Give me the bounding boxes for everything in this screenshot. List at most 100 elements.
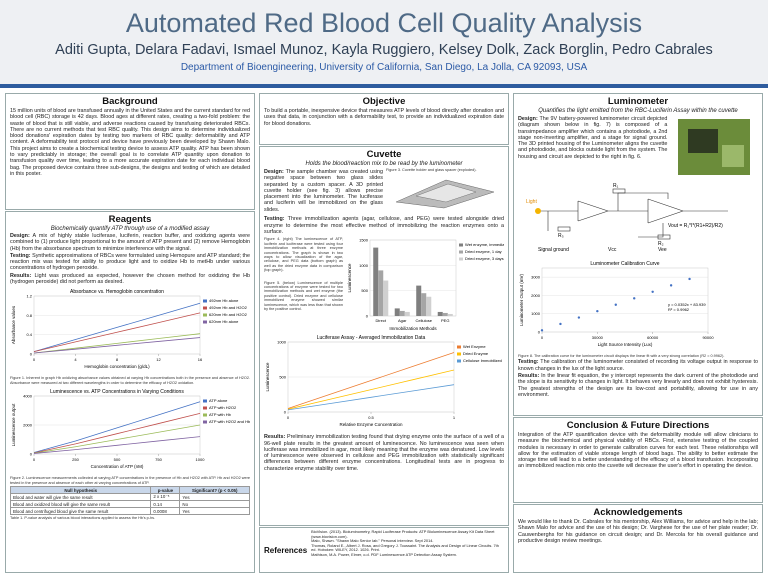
label: Results: <box>264 434 286 441</box>
x-tick-label: 750 <box>155 457 162 462</box>
title: Automated Red Blood Cell Quality Analysi… <box>125 8 643 38</box>
y-tick-label: 0 <box>30 452 33 457</box>
legend-label: Wet Enzyme <box>463 344 486 349</box>
text: The 9V battery-powered luminometer circu… <box>518 116 668 160</box>
x-axis-label: Relative Enzyme Concentration <box>339 422 403 427</box>
legend-label: Dried enzyme, 1 day <box>465 249 502 254</box>
y-tick-label: 0 <box>538 330 541 335</box>
reference-list: BioVision. (2013). Bioluminometry, Rapid… <box>311 529 504 570</box>
x-tick-label: 0 <box>33 357 36 362</box>
x-tick-label: 30000 <box>592 335 604 340</box>
chart-title: Luminescence vs. ATP Concentrations in V… <box>50 389 184 395</box>
x-tick-label: 4 <box>74 357 77 362</box>
legend-label: Vee <box>658 247 667 253</box>
x-tick-label: 250 <box>72 457 79 462</box>
y-tick-label: 0.8 <box>26 313 32 318</box>
td: 0.0008 <box>150 507 181 515</box>
chart-title: Luciferase Assay - Averaged Immobilizati… <box>317 335 426 341</box>
x-tick-label: 8 <box>116 357 119 362</box>
y-tick-label: 500 <box>279 375 286 380</box>
body: To build a portable, inexpensive device … <box>264 108 504 127</box>
legend-swatch <box>459 243 463 247</box>
paragraph: Design: The 9V battery-powered luminomet… <box>518 116 667 180</box>
legend-label: ATP with H2O2 and Hb <box>209 419 250 424</box>
header-rule <box>0 84 768 88</box>
x-tick-label: 0 <box>33 457 36 462</box>
series-line <box>33 303 201 353</box>
series-line <box>33 413 201 454</box>
legend-swatch <box>203 399 207 403</box>
legend-swatch <box>459 250 463 254</box>
reference: Malo, Shawn. "Shawn Malo Senior Iab." Pe… <box>311 538 434 543</box>
legend-swatch <box>203 420 207 424</box>
y-axis-label: Luminescence <box>347 263 352 293</box>
paragraph: Design: A mix of highly stable luciferas… <box>10 233 250 252</box>
x-tick-label: 12 <box>156 357 161 362</box>
heading: Luminometer <box>607 96 669 107</box>
luminometer-section: Luminometer Quantifies the light emitted… <box>513 93 763 416</box>
legend-label: Dried enzyme, 3 days <box>465 256 504 261</box>
legend-swatch <box>457 345 461 349</box>
y-axis-label: Absorbance values <box>11 305 16 344</box>
body: 15 million units of blood are transfused… <box>10 108 250 177</box>
legend-swatch <box>203 306 207 310</box>
y-tick-label: 1.2 <box>26 294 32 299</box>
paragraph: Design: The sample chamber was created u… <box>264 169 383 214</box>
body: Integration of the ATP quantification de… <box>518 432 758 470</box>
caption: Figure 4. (right) The luminescence of AT… <box>264 237 343 273</box>
legend-swatch <box>203 313 207 317</box>
y-axis-label: Luminometer Output (mV) <box>519 273 524 326</box>
legend-swatch <box>203 413 207 417</box>
series-line <box>33 312 201 353</box>
bar <box>426 297 432 317</box>
x-tick-label: 0.5 <box>368 415 374 420</box>
label: Testing: <box>264 216 285 223</box>
legend-label: ATP with H2O2 <box>209 405 237 410</box>
r-label: R₁ <box>613 183 619 189</box>
x-tick-label: 16 <box>198 357 203 362</box>
legend-label: 492nm Hb alone <box>209 298 239 303</box>
text: In the linear fit equation, the y interc… <box>518 373 758 398</box>
fit-r2: R² = 0.9962 <box>668 307 690 312</box>
paragraph: Results: In the linear fit equation, the… <box>518 373 758 398</box>
x-axis-label: Hemoglobin concentration (g/dL) <box>84 364 150 369</box>
series-line <box>287 369 455 410</box>
series-line <box>287 384 455 411</box>
legend-label: Signal ground <box>538 247 569 253</box>
y-tick-label: 0 <box>284 410 287 415</box>
point <box>540 329 544 332</box>
bar <box>442 313 448 317</box>
series-line <box>33 333 201 354</box>
text: Light was produced as expected, however … <box>10 272 250 286</box>
legend-label: 492nm Hb and H2O2 <box>209 305 248 310</box>
header-band <box>0 0 768 84</box>
series-line <box>33 424 201 454</box>
heading: Cuvette <box>366 149 402 160</box>
x-tick-label: 500 <box>114 457 121 462</box>
x-tick-label: 1000 <box>196 457 206 462</box>
chart-title: Absorbance vs. Hemoglobin concentration <box>70 289 164 295</box>
fit-equation: y = 0.0352x + 83.939 <box>668 302 706 307</box>
vout-label: Vout = R₁*I*(R1+R2)/R2) <box>668 223 723 229</box>
cuvette-image <box>395 180 495 209</box>
text: The calibration of the luminometer consi… <box>518 359 758 372</box>
legend-label: ATP alone <box>209 398 228 403</box>
housing-image <box>678 119 751 175</box>
point <box>596 309 599 313</box>
point <box>651 290 654 293</box>
text: Preliminary immobilization testing found… <box>264 434 504 472</box>
paragraph: Results: Light was produced as expected,… <box>10 273 250 286</box>
legend-label: ATP with Hb <box>209 412 232 417</box>
paragraph: Testing: Three immobilization agents (ag… <box>264 216 504 235</box>
legend-swatch <box>457 352 461 356</box>
y-tick-label: 1000 <box>531 311 541 316</box>
label: Design: <box>518 116 538 122</box>
label: Testing: <box>10 252 31 259</box>
circuit-diagram: Light R₁ R₂ R₃ Vout = R₁*I*(R1+R2)/R2) S… <box>526 183 728 253</box>
design-row: Design: The 9V battery-powered luminomet… <box>518 115 758 181</box>
x-tick-label: PEG <box>441 318 449 323</box>
paragraph: Results: Preliminary immobilization test… <box>264 434 504 472</box>
series-line <box>33 401 201 454</box>
y-tick-label: 2000 <box>531 293 541 298</box>
